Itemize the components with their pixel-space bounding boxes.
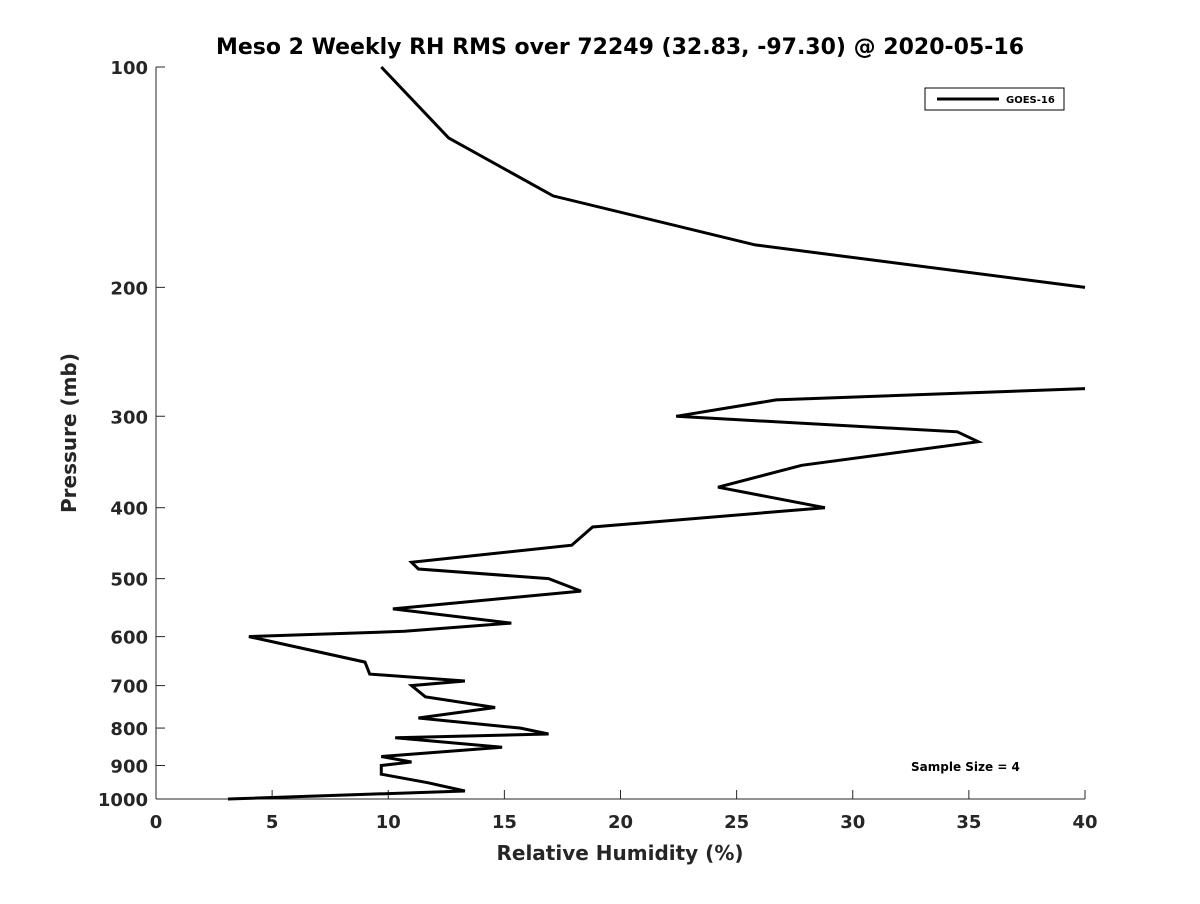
x-tick-label: 0 (150, 812, 163, 833)
series-line-goes-16-segment-0 (380, 65, 1086, 289)
x-tick-label: 35 (956, 812, 981, 833)
x-tick-label: 30 (840, 812, 865, 833)
chart-title: Meso 2 Weekly RH RMS over 72249 (32.83, … (216, 35, 1024, 60)
y-tick-label: 900 (110, 757, 148, 778)
y-tick-label: 300 (110, 407, 148, 428)
sample-size-annotation: Sample Size = 4 (911, 760, 1020, 774)
y-tick-label: 600 (110, 628, 148, 649)
x-tick-label: 20 (608, 812, 633, 833)
legend: GOES-16 (924, 87, 1065, 111)
x-tick-label: 40 (1072, 812, 1097, 833)
x-tick-label: 10 (376, 812, 401, 833)
y-tick-label: 400 (110, 499, 148, 520)
y-axis-label: Pressure (mb) (57, 353, 81, 513)
y-tick-label: 500 (110, 570, 148, 591)
plot-area: 0 5 10 15 20 25 30 35 40 100 200 300 400 500 600 700 800… (98, 58, 1098, 833)
y-tick-label: 200 (110, 278, 148, 299)
x-axis-label: Relative Humidity (%) (496, 841, 743, 865)
y-tick-label: 1000 (98, 790, 148, 811)
series-line-goes-16-segment-1 (227, 387, 1086, 801)
x-tick-label: 15 (492, 812, 517, 833)
legend-label-goes-16: GOES-16 (1006, 95, 1055, 106)
y-tick-label: 700 (110, 677, 148, 698)
y-tick-label: 100 (110, 58, 148, 79)
x-tick-label: 25 (724, 812, 749, 833)
x-tick-label: 5 (266, 812, 279, 833)
y-tick-label: 800 (110, 719, 148, 740)
